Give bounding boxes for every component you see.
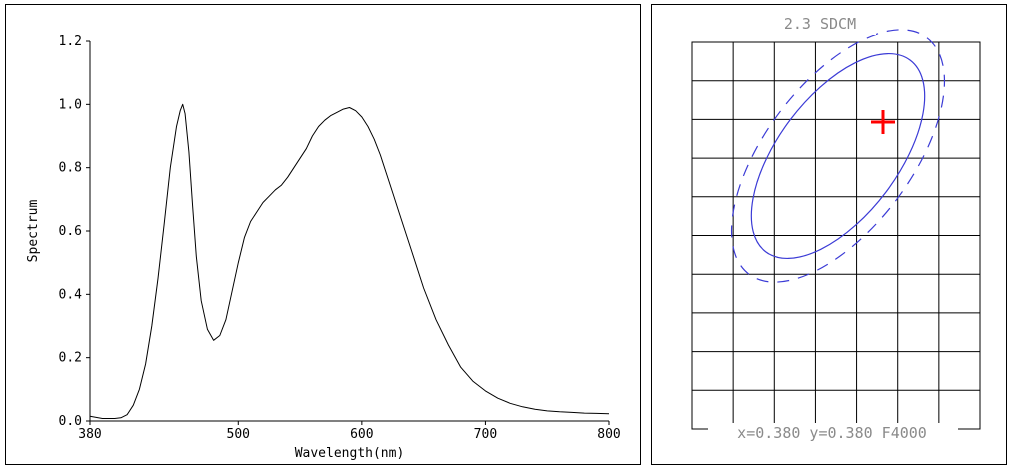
sdcm-chart-panel: 2.3 SDCM x=0.380 y=0.380 F4000 bbox=[651, 4, 1007, 465]
y-tick-label: 0.4 bbox=[59, 287, 83, 302]
chromaticity-caption: x=0.380 y=0.380 F4000 bbox=[737, 424, 927, 442]
sdcm-title: 2.3 SDCM bbox=[784, 15, 856, 33]
y-tick-label: 0.0 bbox=[59, 414, 82, 429]
x-tick-label: 800 bbox=[597, 427, 620, 442]
x-tick-label: 700 bbox=[474, 427, 497, 442]
y-tick-label: 1.0 bbox=[59, 97, 82, 112]
y-tick-label: 0.8 bbox=[59, 161, 82, 176]
spectrum-series-line bbox=[89, 103, 610, 419]
sdcm-inner-ellipse bbox=[750, 52, 926, 260]
sdcm-chart: 2.3 SDCM x=0.380 y=0.380 F4000 bbox=[691, 13, 981, 442]
spectrum-chart: 0.0 0.2 0.4 0.6 0.8 1.0 1.2 380 500 600 700 800 Wave… bbox=[26, 34, 621, 461]
y-tick-label: 0.6 bbox=[59, 224, 82, 239]
spectrum-chart-panel: 0.0 0.2 0.4 0.6 0.8 1.0 1.2 380 500 600 700 800 Wave… bbox=[5, 4, 641, 465]
x-tick-label: 500 bbox=[227, 427, 250, 442]
sdcm-outer-ellipse bbox=[730, 29, 946, 283]
x-axis-title: Wavelength(nm) bbox=[295, 446, 405, 461]
sdcm-caption-backdrop bbox=[708, 423, 958, 441]
x-tick-label: 600 bbox=[350, 427, 373, 442]
x-tick-label: 380 bbox=[78, 427, 101, 442]
y-tick-label: 1.2 bbox=[59, 34, 82, 49]
y-axis-title: Spectrum bbox=[26, 200, 41, 263]
y-tick-label: 0.2 bbox=[59, 351, 82, 366]
sdcm-title-backdrop bbox=[764, 13, 876, 35]
